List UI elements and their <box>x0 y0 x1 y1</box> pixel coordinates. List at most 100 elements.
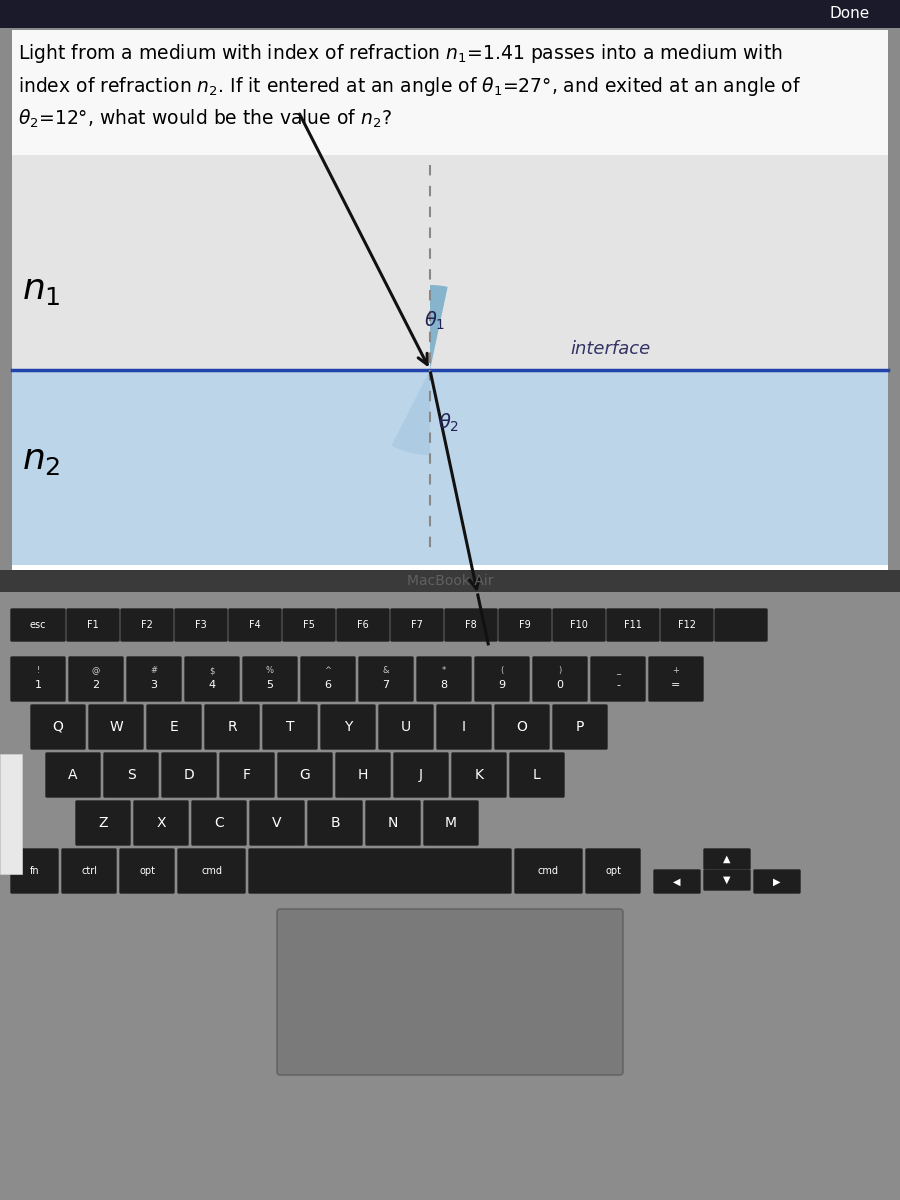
FancyBboxPatch shape <box>590 656 645 702</box>
Text: &: & <box>382 666 389 676</box>
Text: (: ( <box>500 666 504 676</box>
FancyBboxPatch shape <box>46 752 101 798</box>
Text: F: F <box>243 768 251 782</box>
FancyBboxPatch shape <box>127 656 182 702</box>
Text: ◀: ◀ <box>673 876 680 887</box>
FancyBboxPatch shape <box>161 752 217 798</box>
FancyBboxPatch shape <box>11 608 66 642</box>
FancyBboxPatch shape <box>121 608 174 642</box>
FancyBboxPatch shape <box>175 608 228 642</box>
Text: B: B <box>330 816 340 830</box>
Text: =: = <box>671 680 680 690</box>
Text: L: L <box>533 768 541 782</box>
Text: 8: 8 <box>440 680 447 690</box>
FancyBboxPatch shape <box>436 704 491 750</box>
FancyBboxPatch shape <box>533 656 588 702</box>
Bar <box>0 570 900 592</box>
FancyBboxPatch shape <box>704 848 751 870</box>
Text: F9: F9 <box>519 620 531 630</box>
Bar <box>0 0 900 28</box>
Text: N: N <box>388 816 398 830</box>
FancyBboxPatch shape <box>76 800 130 846</box>
Text: 6: 6 <box>325 680 331 690</box>
Text: MacBook Air: MacBook Air <box>407 574 493 588</box>
FancyBboxPatch shape <box>308 800 363 846</box>
Text: ▼: ▼ <box>724 875 731 886</box>
FancyBboxPatch shape <box>424 800 479 846</box>
FancyBboxPatch shape <box>283 608 336 642</box>
FancyBboxPatch shape <box>120 848 175 894</box>
Text: interface: interface <box>570 340 650 358</box>
FancyBboxPatch shape <box>184 656 239 702</box>
Text: F3: F3 <box>195 620 207 630</box>
Text: U: U <box>400 720 411 734</box>
Text: F4: F4 <box>249 620 261 630</box>
Text: -: - <box>616 680 620 690</box>
Text: C: C <box>214 816 224 830</box>
FancyBboxPatch shape <box>474 656 529 702</box>
Text: cmd: cmd <box>201 866 222 876</box>
FancyBboxPatch shape <box>67 608 120 642</box>
Text: $: $ <box>210 666 215 676</box>
Text: P: P <box>576 720 584 734</box>
FancyBboxPatch shape <box>753 870 800 894</box>
Text: !: ! <box>36 666 40 676</box>
Text: #: # <box>150 666 158 676</box>
FancyBboxPatch shape <box>494 704 550 750</box>
FancyBboxPatch shape <box>68 656 123 702</box>
FancyBboxPatch shape <box>653 870 700 894</box>
FancyBboxPatch shape <box>379 704 434 750</box>
Text: Q: Q <box>52 720 63 734</box>
FancyBboxPatch shape <box>365 800 420 846</box>
Text: 2: 2 <box>93 680 100 690</box>
FancyBboxPatch shape <box>192 800 247 846</box>
Text: F1: F1 <box>87 620 99 630</box>
Text: R: R <box>227 720 237 734</box>
Bar <box>12 370 888 565</box>
FancyBboxPatch shape <box>586 848 641 894</box>
FancyBboxPatch shape <box>452 752 507 798</box>
Text: F8: F8 <box>465 620 477 630</box>
Text: 5: 5 <box>266 680 274 690</box>
Text: index of refraction $n_2$. If it entered at an angle of $\theta_1$=27°, and exit: index of refraction $n_2$. If it entered… <box>18 74 801 98</box>
FancyBboxPatch shape <box>11 848 58 894</box>
Text: @: @ <box>92 666 100 676</box>
Bar <box>12 30 888 155</box>
Bar <box>12 155 888 370</box>
FancyBboxPatch shape <box>445 608 498 642</box>
Text: esc: esc <box>30 620 46 630</box>
Text: 7: 7 <box>382 680 390 690</box>
FancyBboxPatch shape <box>0 754 22 874</box>
Text: %: % <box>266 666 274 676</box>
FancyBboxPatch shape <box>88 704 143 750</box>
FancyBboxPatch shape <box>220 752 274 798</box>
Text: cmd: cmd <box>538 866 559 876</box>
FancyBboxPatch shape <box>509 752 564 798</box>
Text: G: G <box>300 768 310 782</box>
Text: F10: F10 <box>570 620 588 630</box>
FancyBboxPatch shape <box>704 870 751 890</box>
FancyBboxPatch shape <box>320 704 375 750</box>
FancyBboxPatch shape <box>649 656 704 702</box>
Text: F6: F6 <box>357 620 369 630</box>
Wedge shape <box>392 370 430 455</box>
Text: $\theta_2$=12°, what would be the value of $n_2$?: $\theta_2$=12°, what would be the value … <box>18 108 392 131</box>
Text: ^: ^ <box>325 666 331 676</box>
FancyBboxPatch shape <box>391 608 444 642</box>
Text: ctrl: ctrl <box>81 866 97 876</box>
Text: 3: 3 <box>150 680 158 690</box>
Text: O: O <box>517 720 527 734</box>
Text: $\theta_2$: $\theta_2$ <box>437 412 459 434</box>
Text: I: I <box>462 720 466 734</box>
Wedge shape <box>430 284 447 370</box>
Text: F12: F12 <box>678 620 696 630</box>
Text: *: * <box>442 666 446 676</box>
FancyBboxPatch shape <box>204 704 259 750</box>
Text: Light from a medium with index of refraction $n_1$=1.41 passes into a medium wit: Light from a medium with index of refrac… <box>18 42 783 65</box>
FancyBboxPatch shape <box>229 608 282 642</box>
FancyBboxPatch shape <box>11 656 66 702</box>
FancyBboxPatch shape <box>242 656 298 702</box>
FancyBboxPatch shape <box>337 608 390 642</box>
FancyBboxPatch shape <box>31 704 86 750</box>
Text: V: V <box>272 816 282 830</box>
